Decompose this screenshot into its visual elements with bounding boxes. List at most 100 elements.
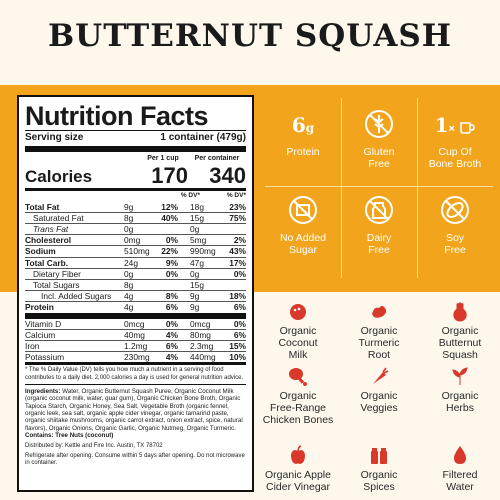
nutrient-dv: 18%	[229, 291, 246, 302]
nutrition-facts-title: Nutrition Facts	[25, 101, 209, 131]
nutrient-name: Iron	[25, 341, 40, 352]
ingredient-label: Organic Apple Cider Vinegar	[265, 469, 331, 493]
nutrient-amount: 230mg	[124, 352, 150, 363]
ingredient-herbs: Organic Herbs	[420, 365, 500, 414]
nutrient-amount: 510mg	[124, 246, 150, 257]
nutrient-row: Iron 1.2mg 6% 2.3mg 15%	[25, 340, 246, 351]
feature-badges: 6g Protein Gluten Free 1× Cup Of Bone Br…	[265, 98, 493, 278]
per-cup-label: Per 1 cup	[147, 155, 179, 163]
nutrient-name: Dietary Fiber	[33, 268, 81, 279]
nutrient-dv: 6%	[165, 341, 178, 352]
apple-icon	[291, 445, 305, 464]
distributor: Distributed by: Kettle and Fire Inc. Aus…	[25, 442, 163, 449]
nutrient-dv: 10%	[229, 352, 246, 363]
protein-unit: g	[305, 121, 315, 135]
nutrient-name: Total Fat	[25, 201, 60, 212]
nutrient-dv: 8%	[165, 291, 178, 302]
nutrient-dv: 4%	[165, 329, 178, 340]
calories-per-cup: 170	[151, 163, 188, 189]
ingredient-chicken-bones: Organic Free-Range Chicken Bones	[258, 365, 338, 426]
nutrient-dv: 0%	[165, 235, 178, 246]
vitamin-rows: Vitamin D 0mcg 0% 0mcg 0% Calcium 40mg 4% 80mg 6%…	[25, 319, 246, 363]
feature-label: Soy Free	[444, 232, 466, 256]
nutrient-dv: 75%	[229, 212, 246, 223]
carrot-icon	[373, 367, 389, 384]
ingredient-icon-grid: Organic Coconut Milk Organic Turmeric Ro…	[258, 296, 500, 500]
feature-label: Cup Of Bone Broth	[428, 146, 482, 170]
nutrient-amount: 0g	[190, 268, 200, 279]
per-container-label: Per container	[194, 155, 240, 163]
nutrient-dv	[156, 224, 184, 234]
nutrient-dv: 0%	[233, 268, 246, 279]
nutrient-dv: 4%	[165, 352, 178, 363]
nutrient-amount: 0mcg	[124, 318, 145, 329]
nutrient-dv: 15%	[229, 341, 246, 352]
nutrient-amount: 0mcg	[190, 318, 211, 329]
nutrient-amount: 9g	[190, 291, 200, 302]
serving-size-value: 1 container (479g)	[160, 132, 246, 143]
nutrient-amount: 0g	[124, 224, 134, 235]
cup-count: 1	[434, 113, 449, 137]
ingredients-label: Ingredients:	[25, 387, 61, 395]
contains-text: Tree Nuts (coconut)	[55, 432, 114, 440]
ingredient-label: Organic Coconut Milk	[278, 325, 318, 361]
protein-value: 6	[291, 113, 306, 137]
nutrient-name: Sodium	[25, 246, 56, 257]
nutrient-name: Potassium	[25, 352, 65, 363]
squash-icon	[453, 302, 467, 322]
nutrient-dv: 12%	[161, 201, 178, 212]
nutrient-name: Cholesterol	[25, 235, 72, 246]
ingredient-label: Organic Spices	[360, 469, 398, 493]
nutrient-row: Total Fat 9g 12% 18g 23%	[25, 202, 246, 212]
nutrient-name: Trans Fat	[33, 224, 69, 235]
ingredient-turmeric: Organic Turmeric Root	[339, 300, 419, 361]
nutrient-dv	[220, 280, 246, 290]
nutrient-amount: 2.3mg	[190, 341, 214, 352]
dv-footnote: * The % Daily Value (DV) tells you how m…	[25, 367, 244, 381]
dv-header: % DV* % DV*	[25, 191, 246, 201]
water-drop-icon	[454, 446, 466, 464]
calories-row: Calories 170 340	[25, 164, 246, 188]
nutrient-row: Sodium 510mg 22% 990mg 43%	[25, 245, 246, 256]
ingredient-filtered-water: Filtered Water	[420, 444, 500, 493]
feature-soy-free: Soy Free	[417, 194, 493, 256]
nutrient-row: Total Carb. 24g 9% 47g 17%	[25, 256, 246, 268]
nutrient-dv: 0%	[165, 318, 178, 329]
nutrient-dv: 6%	[165, 302, 178, 313]
product-title: BUTTERNUT SQUASH	[47, 18, 453, 54]
feature-no-added-sugar: No Added Sugar	[265, 194, 341, 256]
nutrient-amount: 990mg	[190, 246, 216, 257]
milk-crossed-icon	[362, 194, 396, 228]
calories-per-container: 340	[209, 163, 246, 189]
nutrient-dv: 0%	[233, 318, 246, 329]
nutrient-amount: 40mg	[124, 329, 145, 340]
nutrient-amount: 9g	[190, 302, 200, 313]
calories-label: Calories	[25, 167, 93, 187]
wheat-crossed-icon	[362, 108, 396, 142]
nutrient-amount: 4g	[124, 291, 134, 302]
feature-dairy-free: Dairy Free	[341, 194, 417, 256]
nutrient-row: Total Sugars 8g 15g	[25, 279, 246, 290]
nutrient-dv: 43%	[229, 246, 246, 257]
ingredient-label: Organic Veggies	[360, 390, 398, 414]
ingredient-label: Filtered Water	[442, 469, 478, 493]
ingredient-coconut-milk: Organic Coconut Milk	[258, 300, 338, 361]
cup-icon: 1×	[425, 108, 485, 142]
nutrient-amount: 9g	[124, 201, 134, 212]
feature-gluten-free: Gluten Free	[341, 108, 417, 170]
nutrient-amount: 1.2mg	[124, 341, 148, 352]
ingredients-text: Water, Organic Butternut Squash Puree, O…	[25, 387, 243, 432]
nutrient-dv: 0%	[165, 268, 178, 279]
nutrient-amount: 15g	[190, 212, 204, 223]
sugar-crossed-icon	[286, 194, 320, 228]
divider	[265, 186, 493, 187]
nutrient-dv	[156, 280, 184, 290]
feature-bone-broth: 1× Cup Of Bone Broth	[417, 108, 493, 170]
feature-label: Gluten Free	[363, 146, 395, 170]
nutrient-row: Incl. Added Sugars 4g 8% 9g 18%	[25, 290, 246, 301]
turmeric-icon	[372, 306, 387, 318]
dv-label-container: % DV*	[226, 192, 246, 200]
nutrient-name: Vitamin D	[25, 318, 62, 329]
serving-size-row: Serving size 1 container (479g)	[25, 131, 246, 146]
nutrient-dv	[220, 224, 246, 234]
